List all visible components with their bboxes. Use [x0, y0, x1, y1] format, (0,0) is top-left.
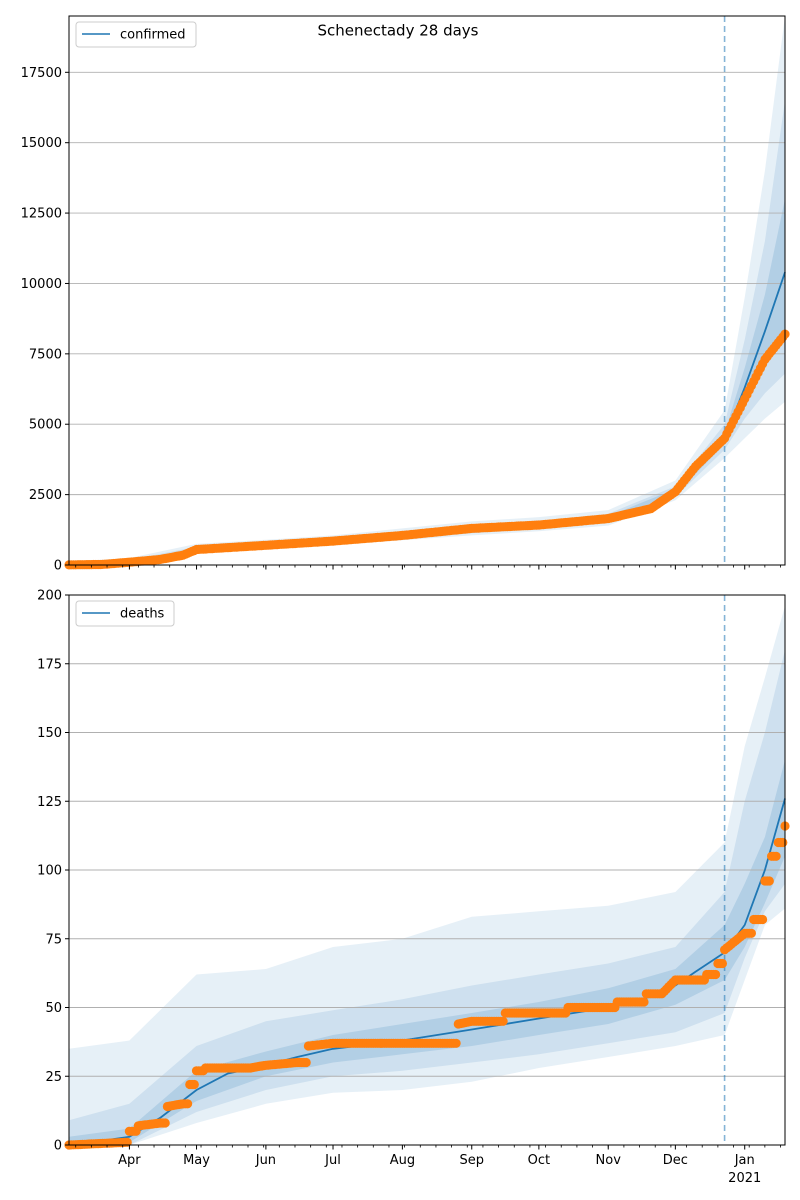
legend-label-confirmed: confirmed — [120, 28, 186, 43]
x-tick-label: Nov — [596, 1153, 622, 1168]
deaths-gridlines — [69, 594, 785, 1077]
observed-point — [451, 1038, 461, 1048]
observed-point — [746, 928, 757, 938]
chart-title: Schenectady 28 days — [318, 22, 479, 40]
observed-point — [189, 1079, 199, 1090]
y-tick-label: 200 — [37, 589, 62, 604]
observed-point — [498, 1016, 508, 1026]
legend-box — [75, 21, 197, 48]
deaths-x-ticks: Apr May Jun Jul Aug Sep Oct Nov Dec Jan 2021 — [75, 1145, 781, 1186]
confirmed-observed-points — [64, 329, 790, 570]
y-tick-label: 2500 — [29, 488, 62, 503]
y-tick-label: 150 — [37, 726, 62, 741]
confirmed-x-ticks — [75, 565, 781, 570]
y-tick-label: 175 — [37, 657, 62, 672]
model-series-line — [68, 798, 786, 1146]
confirmed-axes — [68, 15, 786, 566]
observed-point — [639, 997, 649, 1007]
legend-box — [75, 600, 175, 627]
observed-point — [778, 837, 788, 848]
x-tick-label: Apr — [118, 1153, 141, 1168]
plot-frame — [68, 15, 786, 566]
y-tick-label: 0 — [54, 1139, 62, 1154]
y-tick-label: 5000 — [29, 418, 62, 433]
y-tick-label: 25 — [45, 1070, 62, 1085]
confirmed-panel: 0 2500 5000 7500 10000 12500 15000 17500 confir… — [21, 15, 790, 574]
y-tick-label: 17500 — [21, 66, 62, 81]
deaths-y-ticks: 0 25 50 75 100 125 150 175 200 — [37, 589, 69, 1154]
confirmed-legend: confirmed — [75, 21, 197, 48]
y-tick-label: 50 — [45, 1001, 62, 1016]
observed-point — [764, 876, 774, 886]
legend-label-deaths: deaths — [120, 607, 165, 622]
x-tick-year-label: 2021 — [728, 1171, 761, 1186]
x-tick-label: Jan — [734, 1153, 755, 1168]
uncertainty-band — [69, 650, 785, 1145]
observed-point — [717, 958, 728, 969]
x-tick-label: Jun — [255, 1153, 276, 1168]
x-tick-label: Oct — [528, 1153, 550, 1168]
observed-point — [301, 1057, 311, 1068]
confirmed-gridlines — [69, 71, 785, 496]
y-tick-label: 10000 — [21, 277, 62, 292]
y-tick-label: 100 — [37, 864, 62, 879]
y-tick-label: 7500 — [29, 347, 62, 362]
x-tick-label: Dec — [663, 1153, 688, 1168]
observed-point — [122, 1137, 132, 1147]
y-tick-label: 0 — [54, 559, 62, 574]
y-tick-label: 15000 — [21, 136, 62, 151]
confirmed-y-ticks: 0 2500 5000 7500 10000 12500 15000 17500 — [21, 66, 69, 574]
observed-point — [183, 1099, 193, 1109]
observed-point — [160, 1118, 170, 1128]
y-tick-label: 75 — [45, 932, 62, 947]
observed-point — [711, 969, 721, 980]
observed-point — [758, 914, 768, 925]
deaths-observed-points — [64, 821, 790, 1150]
x-tick-label: May — [183, 1153, 210, 1168]
deaths-panel: 0 25 50 75 100 125 150 175 200 Apr May Jun Jul Aug Se… — [37, 589, 790, 1186]
x-tick-label: Aug — [390, 1153, 415, 1168]
y-tick-label: 125 — [37, 795, 62, 810]
y-tick-label: 12500 — [21, 207, 62, 222]
x-tick-label: Jul — [324, 1153, 341, 1168]
observed-point — [771, 851, 781, 861]
deaths-legend: deaths — [75, 600, 175, 627]
deaths-model-line — [68, 798, 786, 1146]
x-tick-label: Sep — [459, 1153, 484, 1168]
